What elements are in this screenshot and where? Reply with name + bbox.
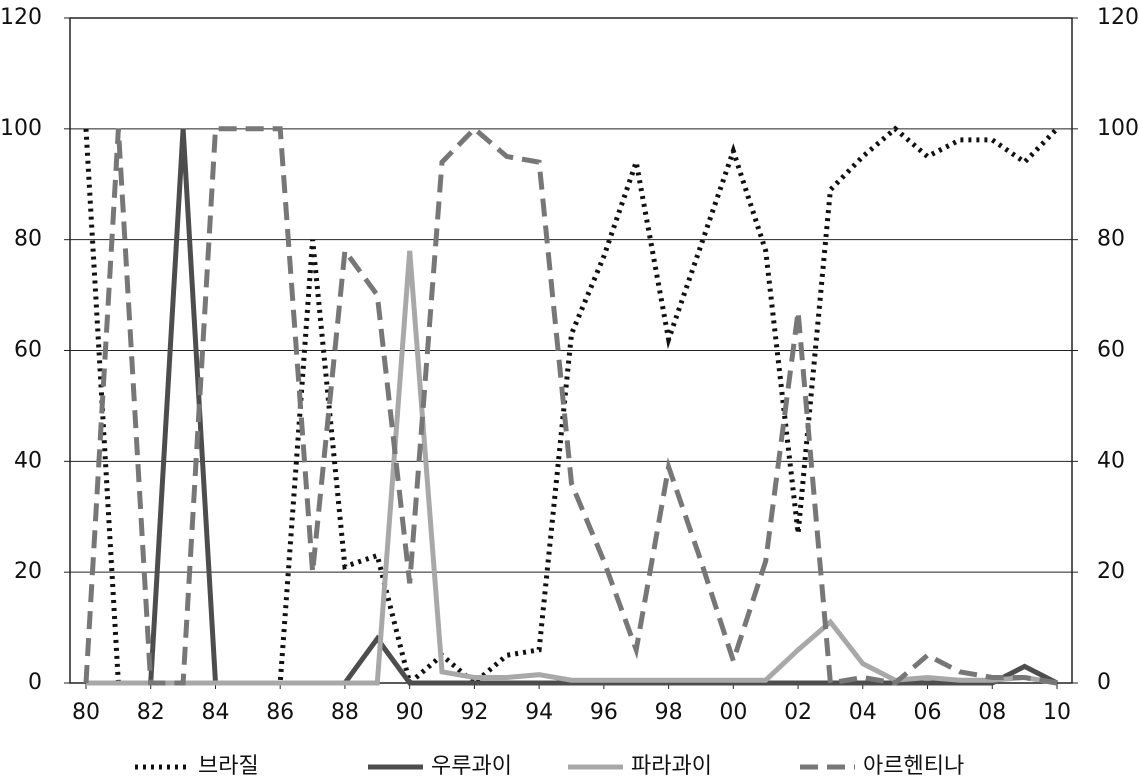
x-tick-label: 92 [460, 700, 488, 725]
x-tick-label: 80 [72, 700, 100, 725]
x-tick-label: 02 [784, 700, 812, 725]
x-tick-label: 08 [978, 700, 1006, 725]
x-tick-label: 10 [1043, 700, 1071, 725]
y-tick-label: 60 [14, 338, 42, 363]
legend-label: 파라과이 [631, 754, 712, 779]
y-tick-label: 120 [0, 5, 42, 30]
y-tick-label: 80 [14, 227, 42, 252]
y2-tick-label: 60 [1097, 338, 1125, 363]
series-line [86, 250, 1058, 686]
y2-tick-label: 0 [1097, 670, 1111, 695]
y-tick-label: 0 [28, 670, 42, 695]
x-tick-label: 96 [590, 700, 618, 725]
x-tick-label: 98 [655, 700, 683, 725]
y-tick-label: 100 [0, 116, 42, 141]
x-tick-label: 82 [137, 700, 165, 725]
y2-tick-label: 20 [1097, 559, 1125, 584]
x-tick-label: 88 [331, 700, 359, 725]
legend-label: 아르헨티나 [863, 754, 964, 779]
x-tick-label: 86 [266, 700, 294, 725]
legend-label: 우루과이 [431, 754, 512, 779]
x-tick-label: 04 [849, 700, 877, 725]
x-tick-label: 94 [525, 700, 553, 725]
series-line [83, 125, 1059, 688]
x-tick-label: 00 [719, 700, 747, 725]
legend-label: 브라질 [198, 754, 259, 779]
series-line [86, 128, 1059, 686]
y2-tick-label: 80 [1097, 227, 1125, 252]
y2-tick-label: 120 [1097, 5, 1139, 30]
x-tick-label: 06 [914, 700, 942, 725]
y2-tick-label: 100 [1097, 116, 1139, 141]
x-tick-label: 90 [396, 700, 424, 725]
y2-tick-label: 40 [1097, 448, 1125, 473]
y-tick-label: 40 [14, 448, 42, 473]
series-line [83, 125, 1058, 686]
x-tick-label: 84 [201, 700, 229, 725]
y-tick-label: 20 [14, 559, 42, 584]
